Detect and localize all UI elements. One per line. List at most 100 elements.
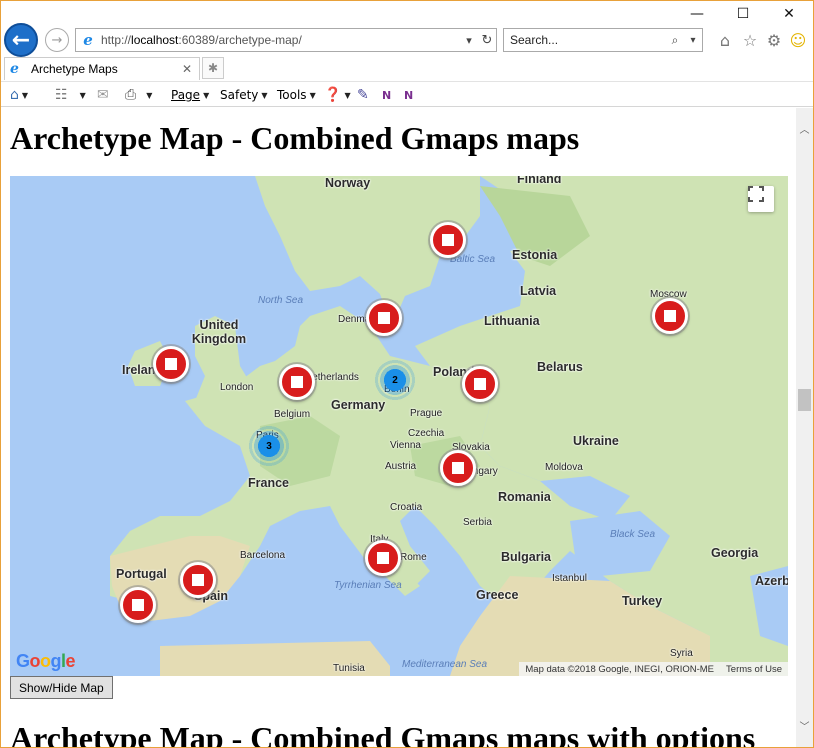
marker-square-icon [165, 358, 177, 370]
scroll-up-icon[interactable]: ︿ [799, 125, 810, 136]
map-label-serbia: Serbia [463, 517, 492, 528]
close-icon: ✕ [783, 6, 795, 22]
minimize-button[interactable]: — [674, 1, 720, 27]
map-marker[interactable] [180, 562, 216, 598]
help-menu-button[interactable]: ❓ ▼ [324, 86, 351, 104]
close-window-button[interactable]: ✕ [766, 1, 812, 27]
refresh-icon[interactable]: ↻ [481, 32, 493, 48]
map-marker[interactable] [652, 298, 688, 334]
search-icon[interactable]: ⌕ [671, 32, 679, 47]
navigation-bar: ← → e http://localhost:60389/archetype-m… [1, 23, 813, 59]
map-label-romania: Romania [498, 490, 551, 504]
new-tab-icon: ✱ [207, 61, 219, 75]
star-icon[interactable]: ☆ [742, 30, 758, 50]
map-label-hungary: Hungary [460, 466, 498, 477]
map-label-north-sea: North Sea [258, 295, 304, 306]
home-icon[interactable]: ⌂ [719, 30, 731, 50]
map-label-denmark: Denmark [338, 314, 379, 325]
marker-square-icon [474, 378, 486, 390]
map-label-prague: Prague [410, 408, 443, 419]
search-placeholder: Search... [510, 33, 559, 47]
fullscreen-icon [748, 186, 764, 202]
map-label-moscow: Moscow [650, 289, 687, 300]
fullscreen-button[interactable] [748, 186, 774, 212]
ie-icon: e [10, 61, 19, 77]
home-menu-button[interactable]: ⌂ ▼ [10, 86, 28, 104]
gear-icon[interactable]: ⚙ [766, 30, 782, 50]
tab-archetype-maps[interactable]: e Archetype Maps ✕ [4, 57, 200, 80]
back-button[interactable]: ← [4, 23, 38, 57]
page-title: Archetype Map - Combined Gmaps maps [10, 120, 580, 156]
print-menu-button[interactable]: ⎙ ▼ [125, 86, 152, 104]
terms-of-use-link[interactable]: Terms of Use [726, 663, 782, 675]
map-cluster[interactable]: 2 [372, 357, 418, 403]
smiley-icon[interactable]: ☺ [789, 30, 807, 50]
safety-menu-button[interactable]: Safety ▼ [220, 86, 268, 104]
forward-button[interactable]: → [45, 28, 69, 52]
map-label-lithuania: Lithuania [484, 314, 540, 328]
url-path: :60389/archetype-map/ [178, 33, 302, 47]
research-icon: ✎ [357, 87, 369, 103]
map-label-belgium: Belgium [274, 409, 311, 420]
map-marker[interactable] [462, 366, 498, 402]
marker-square-icon [442, 234, 454, 246]
new-tab-button[interactable]: ✱ [202, 57, 224, 79]
google-map[interactable]: Norway Finland Estonia Latvia Lithuania … [10, 176, 788, 676]
map-marker[interactable] [430, 222, 466, 258]
command-bar: ⌂ ▼ ☷ ▼ ✉ ⎙ ▼ Page ▼ Safety ▼ Tools ▼ ❓ ▼ ✎ N N [1, 81, 813, 107]
mail-button[interactable]: ✉ [97, 86, 109, 104]
printer-icon: ⎙ [125, 87, 137, 103]
map-label-czechia: Czechia [408, 428, 445, 439]
close-tab-icon[interactable]: ✕ [181, 62, 193, 76]
map-marker[interactable] [440, 450, 476, 486]
address-url[interactable]: http://localhost:60389/archetype-map/ [101, 33, 460, 47]
chevron-down-icon: ▼ [261, 90, 268, 100]
onenote-linked-button[interactable]: N [404, 86, 413, 104]
map-marker[interactable] [366, 300, 402, 336]
map-marker[interactable] [365, 540, 401, 576]
map-label-tunisia: Tunisia [333, 663, 365, 674]
map-label-portugal: Portugal [116, 567, 167, 581]
map-label-united-kingdom: United Kingdom [191, 318, 247, 346]
map-label-baltic-sea: Baltic Sea [450, 254, 496, 265]
map-label-azerbaijan: Azerb [755, 574, 788, 588]
feeds-menu-button[interactable]: ☷ ▼ [55, 86, 86, 104]
chevron-down-icon: ▼ [309, 90, 316, 100]
map-label-istanbul: Istanbul [552, 573, 588, 584]
map-label-greece: Greece [476, 588, 519, 602]
map-label-moldova: Moldova [545, 462, 583, 473]
title-bar: — ☐ ✕ [1, 1, 813, 27]
search-box[interactable]: Search... ⌕ ▾ [503, 28, 703, 52]
map-marker[interactable] [120, 587, 156, 623]
map-label-barcelona: Barcelona [240, 550, 286, 561]
arrow-left-icon: ← [11, 27, 31, 53]
marker-square-icon [132, 599, 144, 611]
map-label-slovakia: Slovakia [452, 442, 490, 453]
tools-menu-button[interactable]: Tools ▼ [277, 86, 316, 104]
map-label-france: France [248, 476, 289, 490]
tab-title: Archetype Maps [31, 62, 118, 76]
map-label-latvia: Latvia [520, 284, 557, 298]
onenote-button[interactable]: N [382, 86, 391, 104]
map-marker[interactable] [279, 364, 315, 400]
vertical-scrollbar[interactable]: ︿ ﹀ [796, 108, 813, 747]
map-cluster[interactable]: 3 [246, 423, 292, 469]
page-menu-button[interactable]: Page ▼ [171, 86, 209, 104]
search-dropdown-icon[interactable]: ▾ [690, 34, 696, 46]
address-bar[interactable]: e http://localhost:60389/archetype-map/ … [75, 28, 497, 52]
research-button[interactable]: ✎ [357, 86, 369, 104]
url-prefix: http:// [101, 33, 132, 47]
url-host: localhost [131, 33, 179, 47]
maximize-button[interactable]: ☐ [720, 1, 766, 27]
map-attribution: Map data ©2018 Google, INEGI, ORION-ME T… [519, 662, 788, 676]
map-marker[interactable] [153, 346, 189, 382]
help-icon: ❓ [324, 87, 342, 103]
scroll-down-icon[interactable]: ﹀ [799, 722, 810, 733]
scrollbar-thumb[interactable] [798, 389, 811, 411]
section-title: Archetype Map - Combined Gmaps maps with… [10, 720, 756, 748]
maximize-icon: ☐ [736, 6, 750, 22]
address-dropdown-icon[interactable]: ▾ [466, 33, 472, 47]
tab-bar: e Archetype Maps ✕ ✱ [1, 56, 813, 80]
show-hide-map-button[interactable]: Show/Hide Map [10, 676, 113, 699]
map-label-bulgaria: Bulgaria [501, 550, 552, 564]
